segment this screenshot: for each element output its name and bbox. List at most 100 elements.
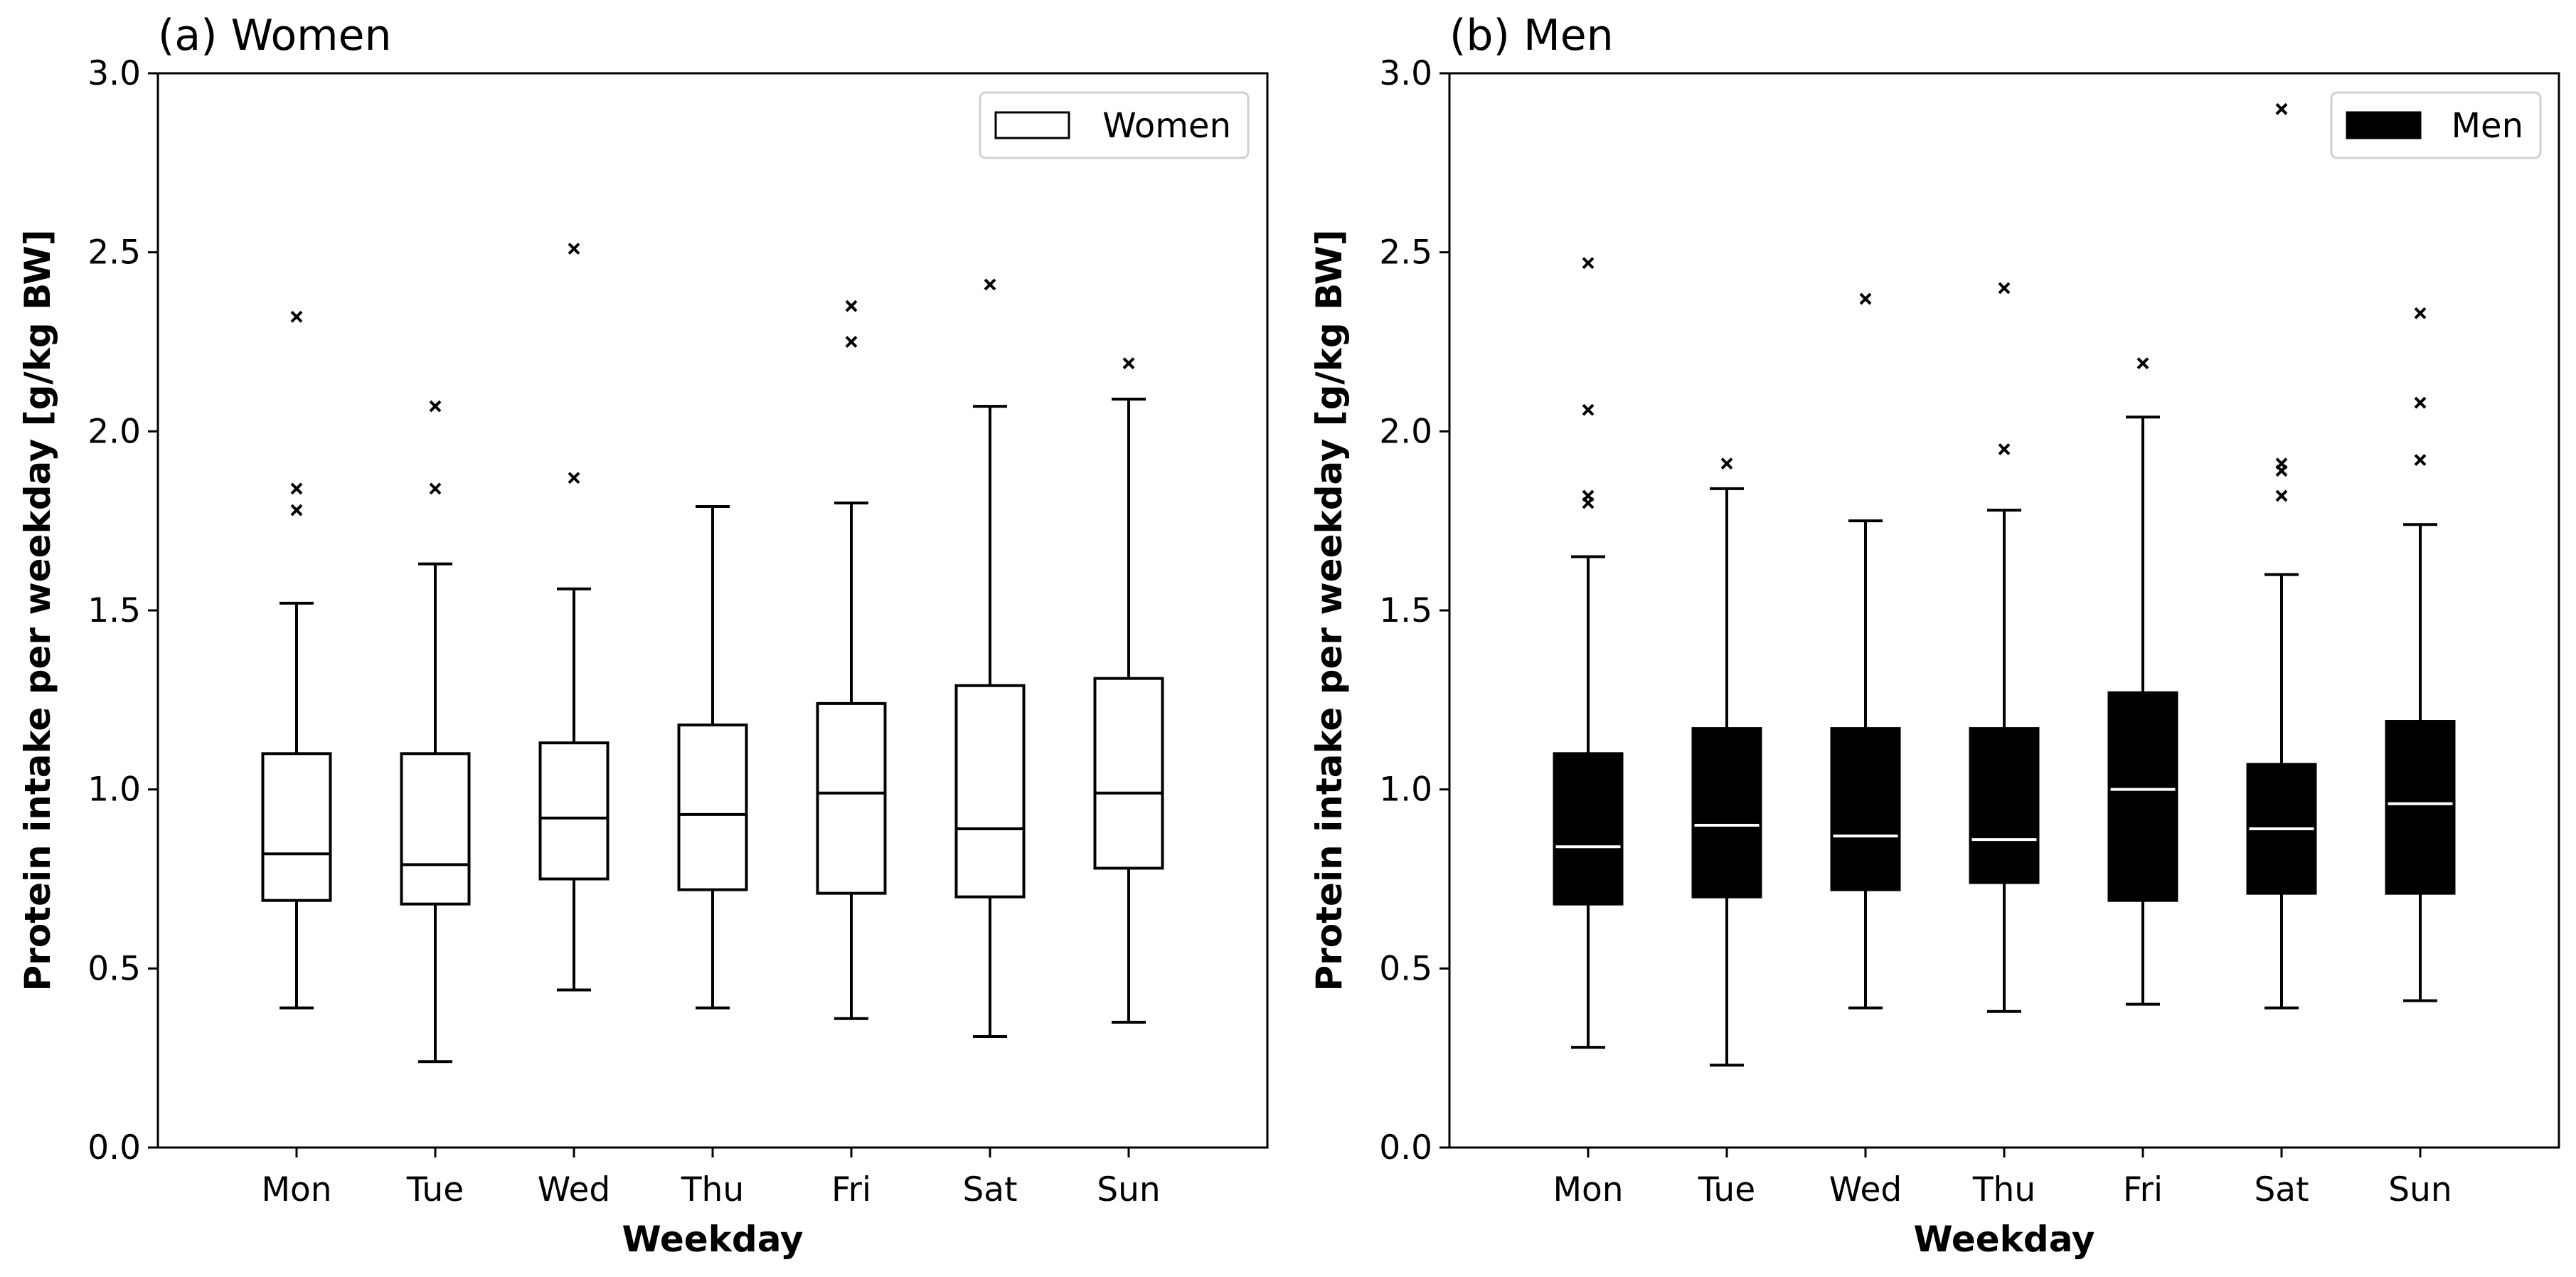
outlier-stroke xyxy=(290,482,303,495)
iqr-box xyxy=(954,684,1026,899)
outlier-point xyxy=(1122,357,1135,370)
y-axis-label: Protein intake per weekday [g/kg BW] xyxy=(17,230,58,992)
y-tick-label: 3.0 xyxy=(1379,54,1432,93)
outlier-stroke xyxy=(2414,307,2427,319)
x-tick-label: Mon xyxy=(1553,1170,1623,1209)
y-tick-label: 1.5 xyxy=(1379,591,1432,630)
box-sun xyxy=(2385,307,2456,1002)
outlier-point xyxy=(2414,307,2427,319)
outlier-point xyxy=(1720,457,1733,470)
outlier-stroke xyxy=(1582,403,1595,416)
outlier-point xyxy=(2275,489,2288,502)
outlier-stroke xyxy=(568,243,580,255)
iqr-box xyxy=(2385,720,2456,895)
outlier-point xyxy=(568,243,580,255)
y-tick-label: 2.0 xyxy=(1379,412,1432,451)
y-tick-label: 2.5 xyxy=(1379,233,1432,272)
iqr-box xyxy=(538,741,610,881)
y-tick-label: 2.0 xyxy=(87,412,141,451)
legend-label: Women xyxy=(1102,106,1231,146)
chart-title: (a) Women xyxy=(158,11,392,60)
box-fri xyxy=(816,300,887,1020)
x-tick-label: Mon xyxy=(261,1170,331,1209)
x-axis-label: Weekday xyxy=(1913,1219,2095,1260)
x-tick-label: Fri xyxy=(831,1170,871,1209)
box-fri xyxy=(2107,357,2178,1006)
outlier-point xyxy=(290,482,303,495)
x-tick-label: Sun xyxy=(2388,1170,2452,1209)
y-tick-label: 0.5 xyxy=(87,949,141,988)
y-tick-label: 2.5 xyxy=(87,233,141,272)
outlier-point xyxy=(1998,443,2011,455)
outlier-stroke xyxy=(1582,257,1595,270)
box-wed xyxy=(538,243,610,992)
y-tick-label: 1.5 xyxy=(87,591,141,630)
x-tick-label: Sat xyxy=(962,1170,1017,1209)
iqr-box xyxy=(1969,727,2040,884)
chart-panel-women: (a) Women 0.0 0.5 1.0 1.5 2.0 2.5 3.0 Protein in… xyxy=(17,11,1269,1260)
outlier-point xyxy=(1859,292,1872,305)
box-tue xyxy=(400,400,471,1064)
outlier-stroke xyxy=(568,472,580,484)
box-sat xyxy=(954,278,1026,1038)
iqr-box xyxy=(816,701,887,895)
box-thu xyxy=(677,505,748,1010)
iqr-box xyxy=(1830,727,1901,891)
outlier-stroke xyxy=(290,504,303,516)
chart-panel-men: (b) Men 0.0 0.5 1.0 1.5 2.0 2.5 3.0 Protein inta… xyxy=(1309,11,2560,1260)
outlier-stroke xyxy=(2136,357,2149,370)
outlier-point xyxy=(1582,403,1595,416)
iqr-box xyxy=(1553,752,1624,906)
y-tick-label: 0.5 xyxy=(1379,949,1432,988)
box-tue xyxy=(1691,457,1762,1067)
y-tick-label: 0.0 xyxy=(87,1128,141,1167)
outlier-point xyxy=(1998,282,2011,295)
iqr-box xyxy=(1093,677,1164,870)
outlier-point xyxy=(290,504,303,516)
outlier-stroke xyxy=(2275,102,2288,115)
x-tick-label: Tue xyxy=(1698,1170,1755,1209)
box-sat xyxy=(2246,102,2317,1010)
box-thu xyxy=(1969,282,2040,1013)
plot-frame xyxy=(156,72,1269,1149)
legend: Men xyxy=(2330,91,2542,159)
box-wed xyxy=(1830,292,1901,1010)
iqr-box xyxy=(1691,727,1762,899)
x-tick-label: Thu xyxy=(1972,1170,2035,1209)
outlier-stroke xyxy=(1720,457,1733,470)
outlier-stroke xyxy=(1859,292,1872,305)
outlier-stroke xyxy=(2414,454,2427,467)
y-tick-label: 3.0 xyxy=(87,54,141,93)
legend-frame xyxy=(979,91,1250,159)
outlier-point xyxy=(845,336,858,348)
y-axis-label: Protein intake per weekday [g/kg BW] xyxy=(1309,230,1350,992)
x-tick-label: Sat xyxy=(2254,1170,2309,1209)
y-tick-label: 0.0 xyxy=(1379,1128,1432,1167)
box-sun xyxy=(1093,357,1164,1024)
outlier-point xyxy=(290,310,303,323)
outlier-point xyxy=(2275,102,2288,115)
outlier-stroke xyxy=(1998,282,2011,295)
iqr-box xyxy=(400,752,471,906)
outlier-stroke xyxy=(429,400,442,413)
x-axis-label: Weekday xyxy=(622,1219,803,1260)
outlier-point xyxy=(2414,396,2427,409)
y-tick-label: 1.0 xyxy=(1379,770,1432,810)
outlier-stroke xyxy=(2414,396,2427,409)
outlier-stroke xyxy=(1122,357,1135,370)
x-tick-label: Tue xyxy=(406,1170,464,1209)
x-tick-label: Fri xyxy=(2123,1170,2163,1209)
iqr-box xyxy=(2107,691,2178,902)
outlier-stroke xyxy=(429,482,442,495)
iqr-box xyxy=(261,752,332,902)
legend-label: Men xyxy=(2452,106,2523,146)
outlier-point xyxy=(568,472,580,484)
outlier-point xyxy=(845,300,858,312)
outlier-point xyxy=(2275,457,2288,470)
outlier-point xyxy=(1582,489,1595,502)
outlier-point xyxy=(984,278,996,291)
y-tick-label: 1.0 xyxy=(87,770,141,810)
outlier-stroke xyxy=(845,336,858,348)
outlier-stroke xyxy=(1582,489,1595,502)
